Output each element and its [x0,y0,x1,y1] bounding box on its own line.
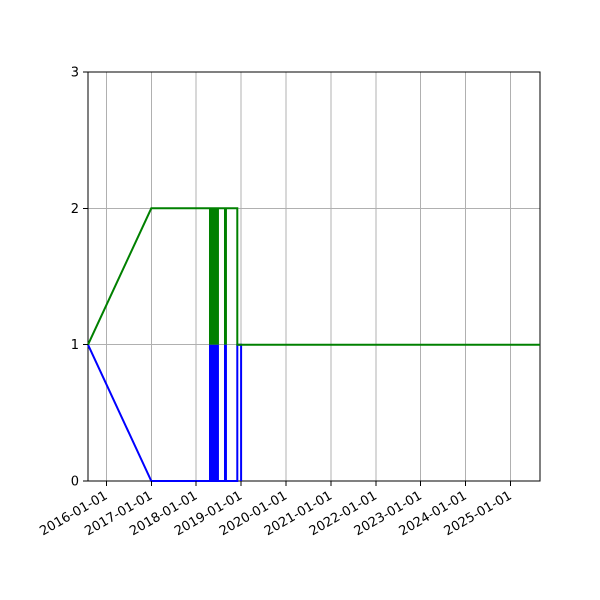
oscillation-band-blue-series [208,344,219,481]
y-tick-label: 3 [71,66,79,81]
y-tick-label: 2 [71,202,79,217]
oscillation-band-green-series [223,208,227,345]
oscillation-band-blue-series [223,344,227,481]
series-line-blue-series [87,343,243,482]
y-tick-label: 1 [71,338,79,353]
series-line-green-series [87,207,540,346]
oscillation-band-green-series [208,208,219,345]
plot-border [87,71,541,482]
y-tick-label: 0 [71,475,79,490]
